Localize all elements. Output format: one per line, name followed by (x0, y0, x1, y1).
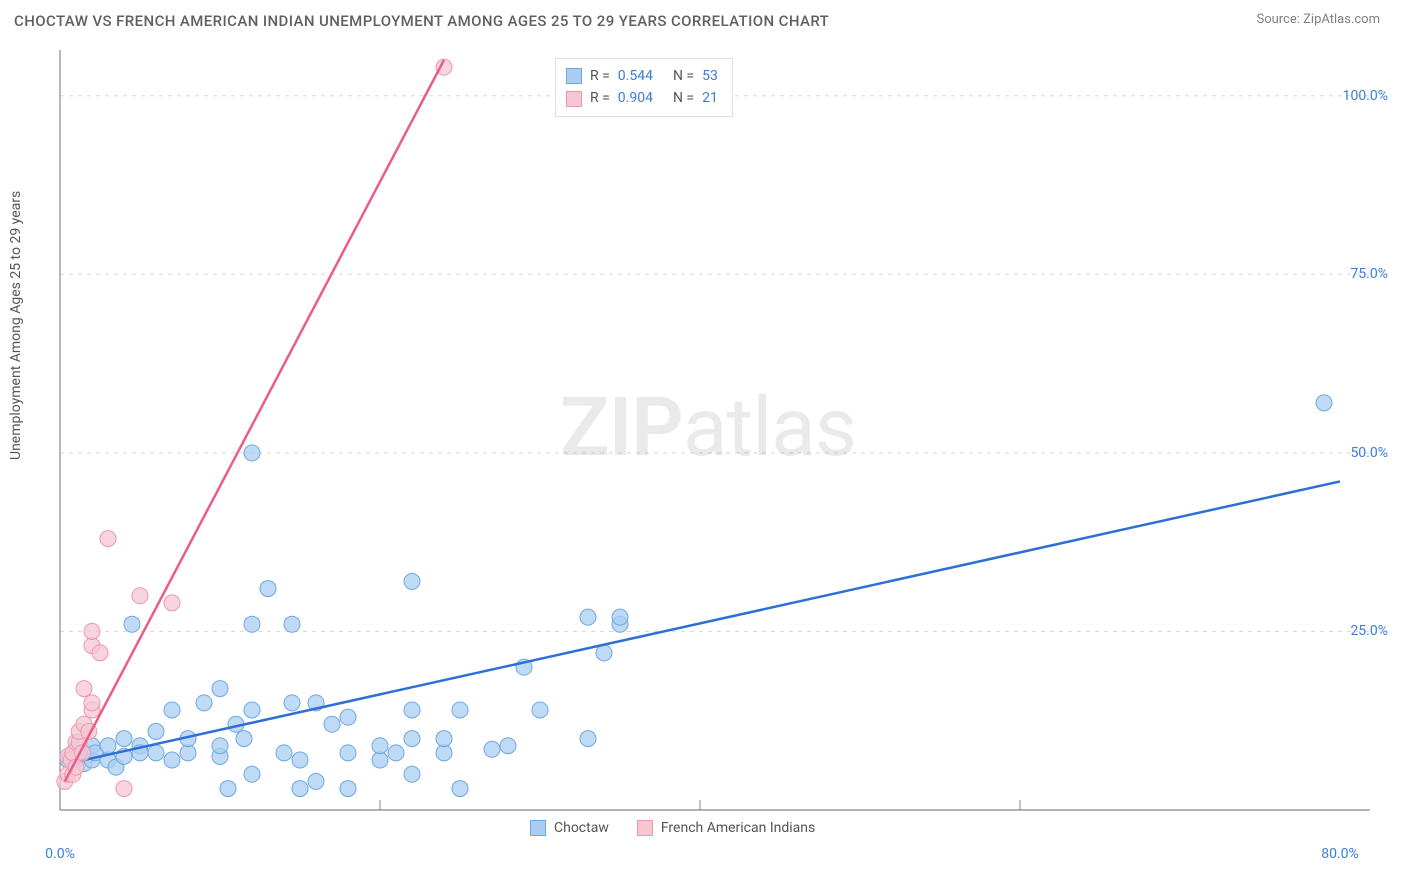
y-tick-label: 100.0% (1343, 88, 1388, 104)
n-value: 21 (702, 87, 718, 109)
legend-item: Choctaw (530, 820, 609, 836)
legend-series: Choctaw French American Indians (530, 820, 815, 836)
y-tick-label: 50.0% (1350, 445, 1388, 461)
legend-stat-row: R = 0.904N = 21 (566, 87, 718, 109)
y-tick-label: 25.0% (1350, 623, 1388, 639)
y-tick-label: 75.0% (1350, 266, 1388, 282)
legend-item: French American Indians (637, 820, 815, 836)
legend-swatch (530, 820, 546, 836)
y-axis-label: Unemployment Among Ages 25 to 29 years (8, 191, 24, 460)
legend-swatch (566, 91, 582, 107)
r-value: 0.544 (618, 65, 653, 87)
x-tick-label: 0.0% (45, 846, 75, 862)
x-tick-label: 80.0% (1321, 846, 1359, 862)
legend-stat-row: R = 0.544N = 53 (566, 65, 718, 87)
r-value: 0.904 (618, 87, 653, 109)
legend-label: Choctaw (554, 820, 609, 836)
legend-swatch (637, 820, 653, 836)
legend-stats: R = 0.544N = 53R = 0.904N = 21 (555, 58, 733, 117)
chart-title: CHOCTAW VS FRENCH AMERICAN INDIAN UNEMPL… (14, 12, 829, 30)
source-label: Source: ZipAtlas.com (1256, 12, 1380, 27)
n-value: 53 (702, 65, 718, 87)
scatter-chart (50, 42, 1380, 842)
legend-swatch (566, 68, 582, 84)
legend-label: French American Indians (661, 820, 815, 836)
plot-area (50, 42, 1380, 842)
